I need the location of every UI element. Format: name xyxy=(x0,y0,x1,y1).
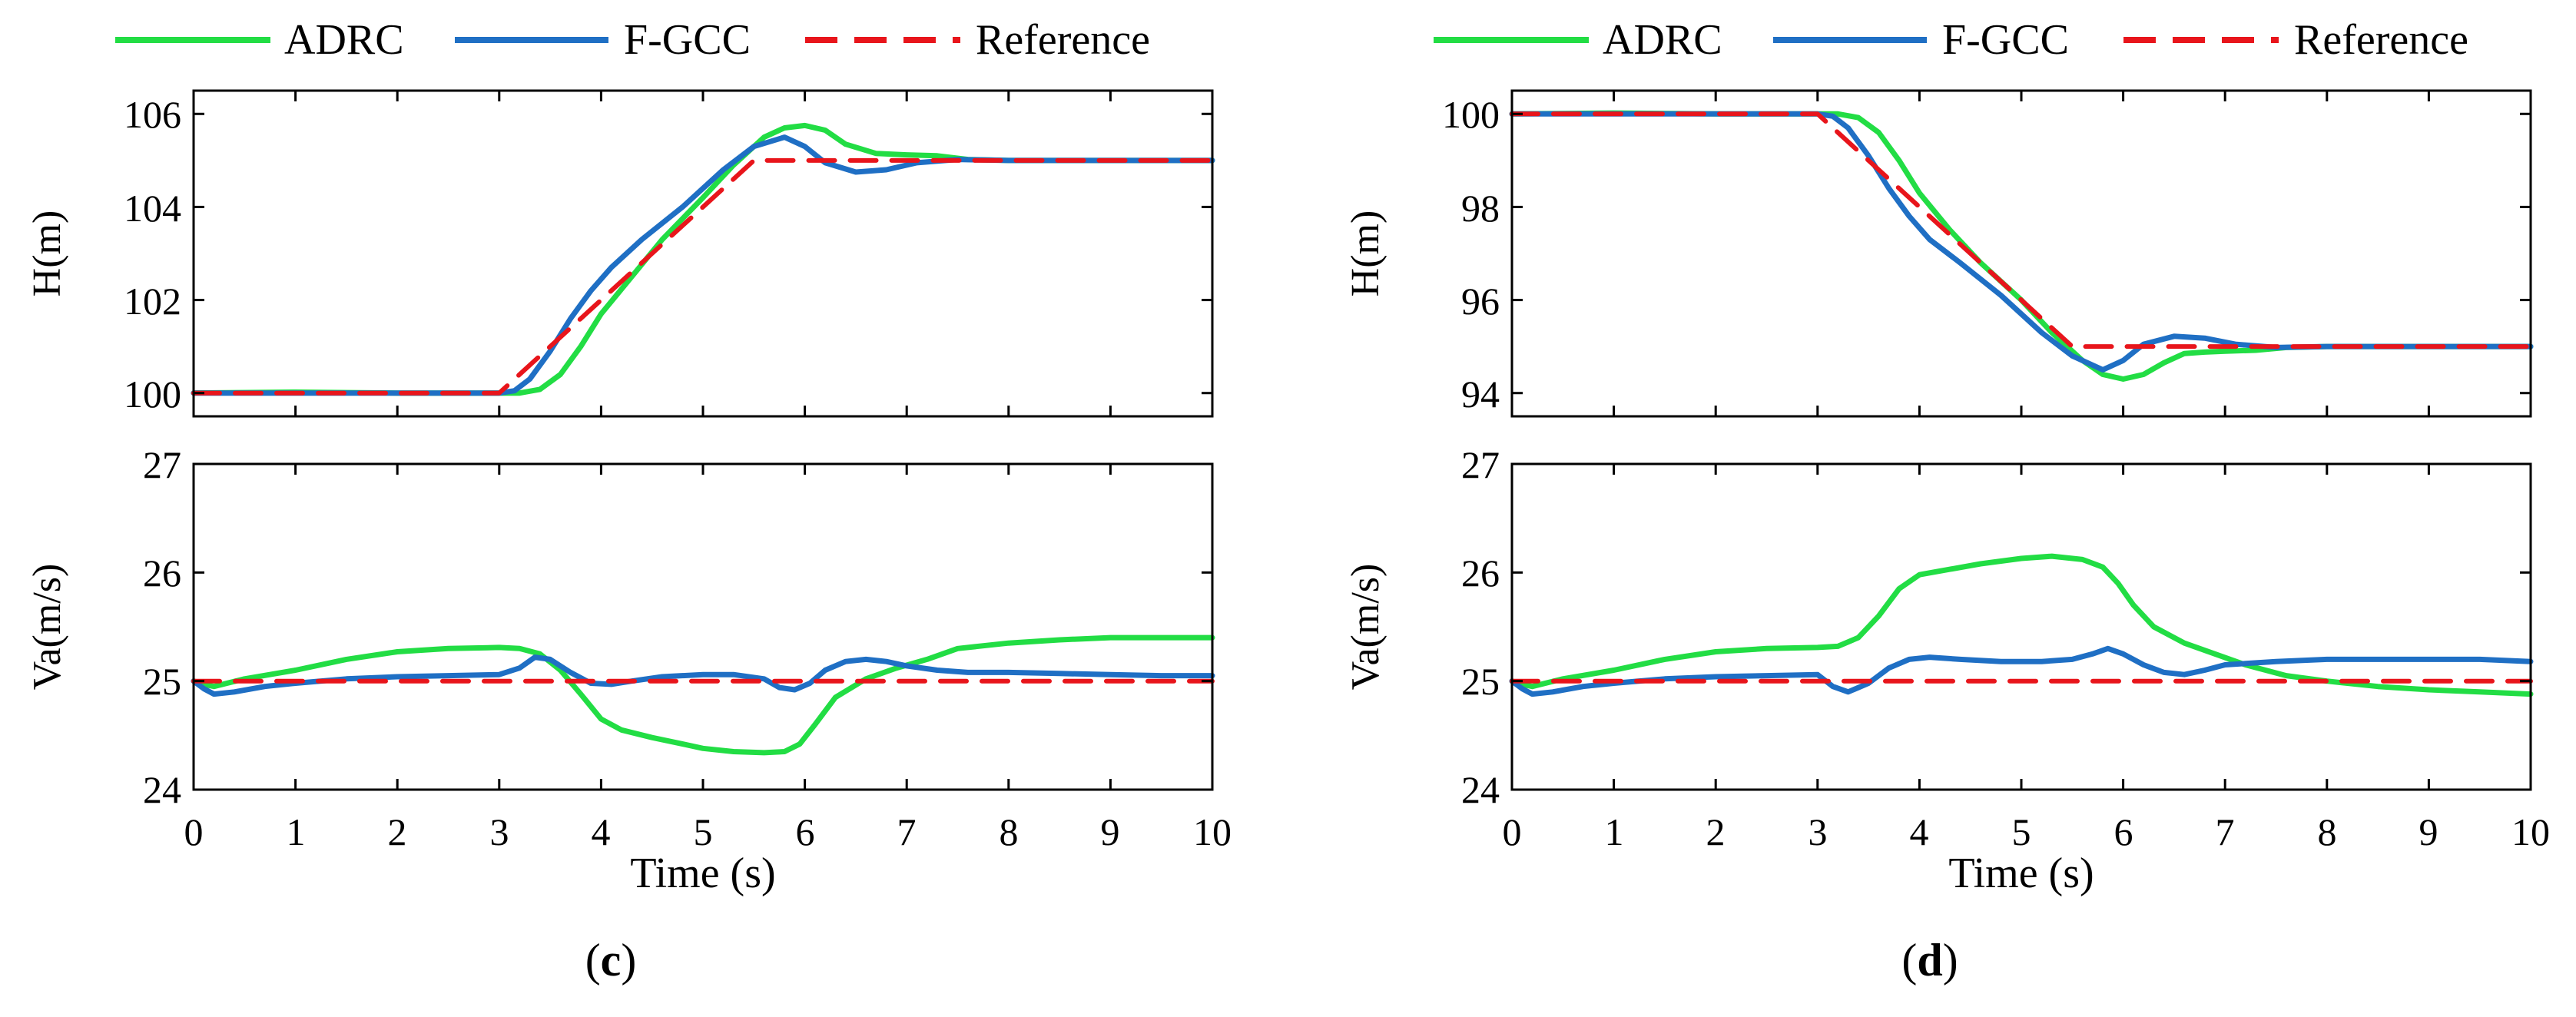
xtick-d-9: 9 xyxy=(2419,810,2438,853)
subplot-d-h-lines xyxy=(1509,110,2534,382)
panel-c: ADRC F-GCC Reference 100 102 104 106 H(m… xyxy=(25,16,1232,986)
legend-d-ref-label: Reference xyxy=(2294,16,2468,64)
xtick-c-6: 6 xyxy=(796,810,815,853)
subplot-c-h-frame xyxy=(192,89,1214,418)
xtick-c-7: 7 xyxy=(897,810,917,853)
legend-d-fgcc-label: F-GCC xyxy=(1942,16,2069,64)
subplot-c-va: 24 25 26 27 Va(m/s) 0 1 2 3 4 5 6 7 8 9 … xyxy=(25,443,1232,897)
subplot-c-va-lines xyxy=(191,634,1215,756)
legend-c: ADRC F-GCC Reference xyxy=(115,16,1150,64)
xtick-d-1: 1 xyxy=(1605,810,1624,853)
subplot-c-h-ytick-104: 104 xyxy=(124,187,181,230)
xtick-d-10: 10 xyxy=(2511,810,2550,853)
subplot-d-va-frame xyxy=(1510,462,2532,791)
subplot-d-h-ylabel: H(m) xyxy=(1344,210,1387,297)
xtick-c-9: 9 xyxy=(1101,810,1120,853)
series-c-h-reference xyxy=(191,157,1215,396)
subplot-d-va-ytick-24: 24 xyxy=(1461,768,1500,811)
xtick-c-10: 10 xyxy=(1193,810,1232,853)
subplot-d-h-ytick-96: 96 xyxy=(1461,280,1500,323)
subplot-c-h-ytick-106: 106 xyxy=(124,93,181,136)
subplot-c-h-ylabel: H(m) xyxy=(25,210,69,297)
series-d-h-f-gcc xyxy=(1509,111,2534,373)
subplot-c-h-ytick-102: 102 xyxy=(124,280,181,323)
panel-d: ADRC F-GCC Reference 94 96 98 100 H(m) 2… xyxy=(1344,16,2550,986)
caption-c: (c) xyxy=(585,935,637,986)
legend-c-adrc-label: ADRC xyxy=(284,16,404,64)
legend-c-ref-label: Reference xyxy=(976,16,1150,64)
subplot-c-h-ticks xyxy=(194,91,1212,416)
xtick-d-2: 2 xyxy=(1706,810,1726,853)
subplot-c-h: 100 102 104 106 H(m) xyxy=(25,89,1215,418)
subplot-d-h-ytick-94: 94 xyxy=(1461,373,1500,416)
xtick-d-0: 0 xyxy=(1503,810,1522,853)
subplot-c-va-ytick-25: 25 xyxy=(143,660,181,703)
subplot-c-h-ytick-100: 100 xyxy=(124,373,181,416)
subplot-d-va-ytick-26: 26 xyxy=(1461,552,1500,595)
subplot-c-va-ylabel: Va(m/s) xyxy=(25,564,69,691)
subplot-d-va-ticks xyxy=(1512,464,2531,790)
legend-d: ADRC F-GCC Reference xyxy=(1434,16,2468,64)
xtick-d-6: 6 xyxy=(2114,810,2133,853)
subplot-d-va-lines xyxy=(1509,553,2534,697)
subplot-c-h-lines xyxy=(191,122,1215,396)
xtick-c-3: 3 xyxy=(490,810,509,853)
caption-d: (d) xyxy=(1901,935,1958,986)
xtick-c-5: 5 xyxy=(694,810,713,853)
subplot-c-va-ytick-26: 26 xyxy=(143,552,181,595)
subplot-d-va: 24 25 26 27 Va(m/s) 0 1 2 3 4 5 6 7 8 9 … xyxy=(1344,443,2550,897)
legend-d-adrc-label: ADRC xyxy=(1603,16,1722,64)
xtick-c-4: 4 xyxy=(592,810,611,853)
legend-c-fgcc-label: F-GCC xyxy=(624,16,751,64)
series-d-h-adrc xyxy=(1509,110,2534,382)
subplot-d-h-ytick-100: 100 xyxy=(1442,93,1500,136)
xtick-d-4: 4 xyxy=(1910,810,1929,853)
series-c-va-f-gcc xyxy=(191,654,1215,697)
xtick-c-8: 8 xyxy=(1000,810,1019,853)
subplot-d-va-ytick-27: 27 xyxy=(1461,443,1500,486)
xtick-d-8: 8 xyxy=(2318,810,2337,853)
series-c-h-f-gcc xyxy=(191,134,1215,396)
xlabel-d: Time (s) xyxy=(1948,850,2094,897)
xtick-c-2: 2 xyxy=(388,810,407,853)
subplot-d-h: 94 96 98 100 H(m) xyxy=(1344,89,2534,418)
xtick-c-1: 1 xyxy=(287,810,306,853)
subplot-d-va-ylabel: Va(m/s) xyxy=(1344,564,1387,691)
subplot-d-va-ytick-25: 25 xyxy=(1461,660,1500,703)
xtick-d-7: 7 xyxy=(2216,810,2235,853)
series-c-h-adrc xyxy=(191,122,1215,396)
xlabel-c: Time (s) xyxy=(630,850,775,897)
series-d-va-adrc xyxy=(1509,553,2534,697)
subplot-c-va-ytick-24: 24 xyxy=(143,768,181,811)
subplot-d-h-frame xyxy=(1510,89,2532,418)
xtick-c-0: 0 xyxy=(184,810,204,853)
subplot-c-va-frame xyxy=(192,462,1214,791)
subplot-d-h-ticks xyxy=(1512,91,2531,416)
xtick-d-3: 3 xyxy=(1809,810,1828,853)
subplot-c-va-ticks xyxy=(194,464,1212,790)
subplot-c-va-ytick-27: 27 xyxy=(143,443,181,486)
series-d-h-reference xyxy=(1510,111,2533,349)
subplot-d-h-ytick-98: 98 xyxy=(1461,187,1500,230)
xtick-d-5: 5 xyxy=(2012,810,2031,853)
series-c-va-adrc xyxy=(191,634,1215,756)
